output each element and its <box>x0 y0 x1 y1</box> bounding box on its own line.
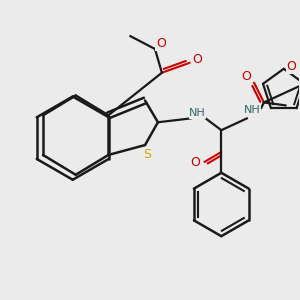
Text: NH: NH <box>189 108 206 118</box>
Text: NH: NH <box>244 105 260 116</box>
Text: O: O <box>193 53 202 66</box>
Text: O: O <box>156 38 166 50</box>
Text: O: O <box>287 60 297 73</box>
Text: O: O <box>241 70 251 83</box>
Text: S: S <box>143 148 151 161</box>
Text: O: O <box>190 156 200 170</box>
